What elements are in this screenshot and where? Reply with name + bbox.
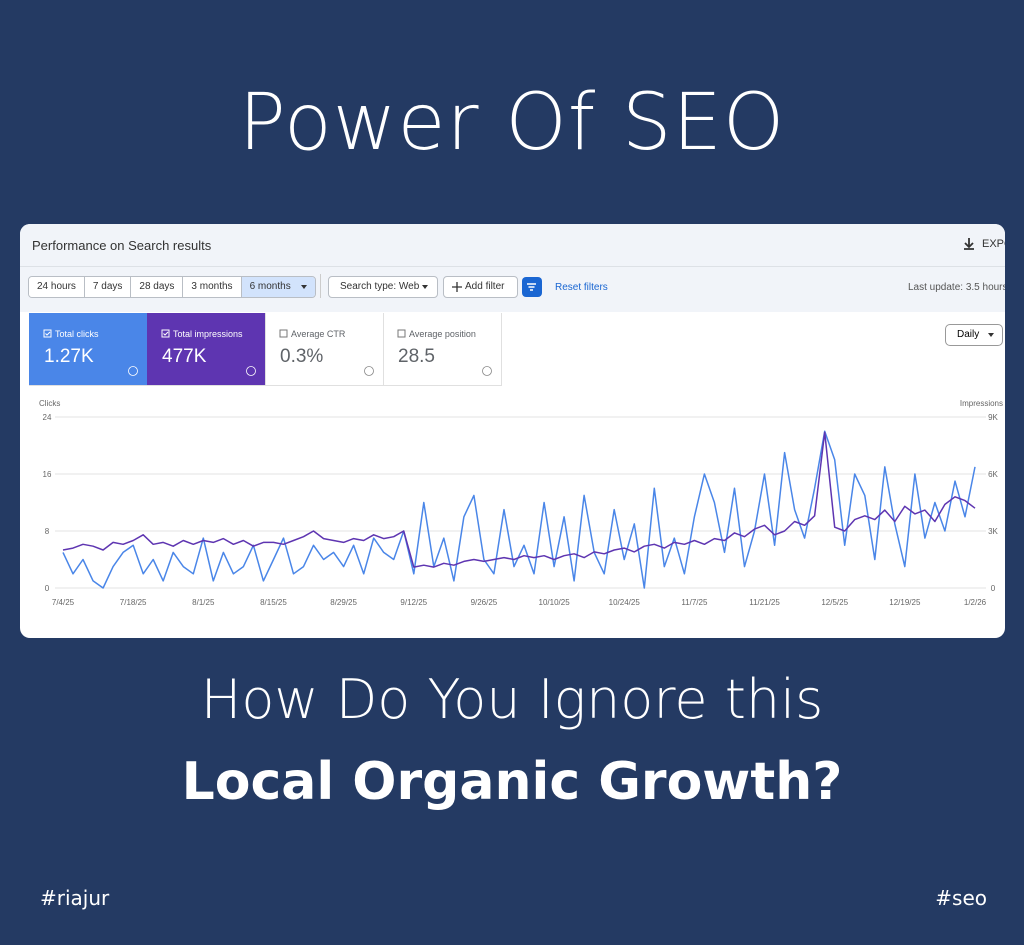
range-selector: 24 hours 7 days 28 days 3 months 6 month…: [28, 276, 316, 298]
headline: Local Organic Growth?: [181, 752, 843, 812]
x-tick-label: 10/10/25: [539, 598, 571, 607]
card-icons: [397, 329, 492, 376]
x-tick-label: 1/2/26: [964, 598, 987, 607]
x-tick-label: 8/1/25: [192, 598, 215, 607]
y-tick-label: 24: [43, 413, 52, 422]
add-filter-label: Add filter: [465, 281, 505, 292]
plus-icon: [452, 282, 462, 292]
x-tick-label: 7/4/25: [52, 598, 75, 607]
card-icons: [161, 329, 256, 376]
x-tick-label: 12/19/25: [889, 598, 921, 607]
export-button[interactable]: EXPO: [982, 238, 1005, 250]
dropdown-arrow: [300, 285, 307, 289]
metric-card[interactable]: Average position 28.5: [383, 313, 502, 386]
x-tick-label: 8/15/25: [260, 598, 287, 607]
granularity-label: Daily: [957, 329, 980, 340]
y-tick-label: 16: [43, 470, 52, 479]
y-axis-title: Clicks: [39, 399, 60, 408]
hashtag: #riajur: [40, 886, 110, 910]
granularity-button[interactable]: Daily: [945, 324, 1003, 346]
x-tick-label: 7/18/25: [120, 598, 147, 607]
dropdown-arrow: [988, 333, 994, 337]
x-tick-label: 9/12/25: [400, 598, 427, 607]
metric-value: 28.5: [398, 346, 435, 367]
metric-label: Total impressions: [173, 329, 243, 339]
reset-filters[interactable]: Reset filters: [555, 282, 608, 293]
metric-card[interactable]: Total clicks 1.27K: [29, 313, 148, 386]
range-button[interactable]: 3 months: [183, 277, 242, 297]
card-icons: [279, 329, 374, 376]
y-tick-label: 8: [45, 527, 50, 536]
series-line: [62, 431, 976, 568]
range-button[interactable]: 28 days: [131, 277, 184, 297]
metric-label: Total clicks: [55, 329, 99, 339]
x-tick-label: 10/24/25: [609, 598, 641, 607]
subtitle: How Do You Ignore this: [200, 668, 824, 731]
search-type-button[interactable]: Search type: Web: [328, 276, 438, 298]
metric-card[interactable]: Total impressions 477K: [147, 313, 266, 386]
y-tick-label: 0: [45, 584, 50, 593]
y2-tick-label: 9K: [988, 413, 998, 422]
y2-tick-label: 3K: [988, 527, 998, 536]
x-tick-label: 12/5/25: [821, 598, 848, 607]
range-button[interactable]: 6 months: [241, 277, 315, 297]
x-tick-label: 8/29/25: [330, 598, 357, 607]
hashtag: #seo: [935, 886, 987, 910]
x-tick-label: 11/21/25: [749, 598, 780, 607]
filter-icon[interactable]: [522, 277, 542, 297]
poster-title: Power Of SEO: [238, 78, 786, 168]
add-filter-button[interactable]: Add filter: [443, 276, 518, 298]
range-button[interactable]: 7 days: [84, 277, 132, 297]
panel: Performance on Search results EXPO 24 ho…: [20, 224, 1005, 638]
range-label: 6 months: [249, 281, 291, 292]
y2-tick-label: 0: [991, 584, 996, 593]
metric-card[interactable]: Average CTR 0.3%: [265, 313, 384, 386]
metric-value: 1.27K: [44, 346, 94, 367]
dropdown-arrow: [422, 285, 428, 289]
metric-label: Average position: [409, 329, 476, 339]
y2-tick-label: 6K: [988, 470, 998, 479]
metric-value: 477K: [162, 346, 207, 367]
metric-label: Average CTR: [291, 329, 346, 339]
divider: [320, 274, 321, 298]
panel-title: Performance on Search results: [32, 238, 212, 253]
chart: Clicks Impressions 0 8 16 24 0 3K 6K 9K 7/4/25 7/…: [39, 399, 1003, 607]
x-tick-label: 9/26/25: [471, 598, 498, 607]
card-icons: [43, 329, 138, 376]
last-update: Last update: 3.5 hours: [908, 282, 1005, 293]
download-icon[interactable]: [962, 237, 976, 251]
series-line: [62, 430, 976, 589]
y2-axis-title: Impressions: [960, 399, 1003, 408]
metric-value: 0.3%: [280, 346, 324, 367]
x-tick-label: 11/7/25: [681, 598, 708, 607]
range-button[interactable]: 24 hours: [29, 277, 85, 297]
search-type-label: Search type: Web: [340, 281, 420, 292]
divider: [20, 266, 1005, 267]
